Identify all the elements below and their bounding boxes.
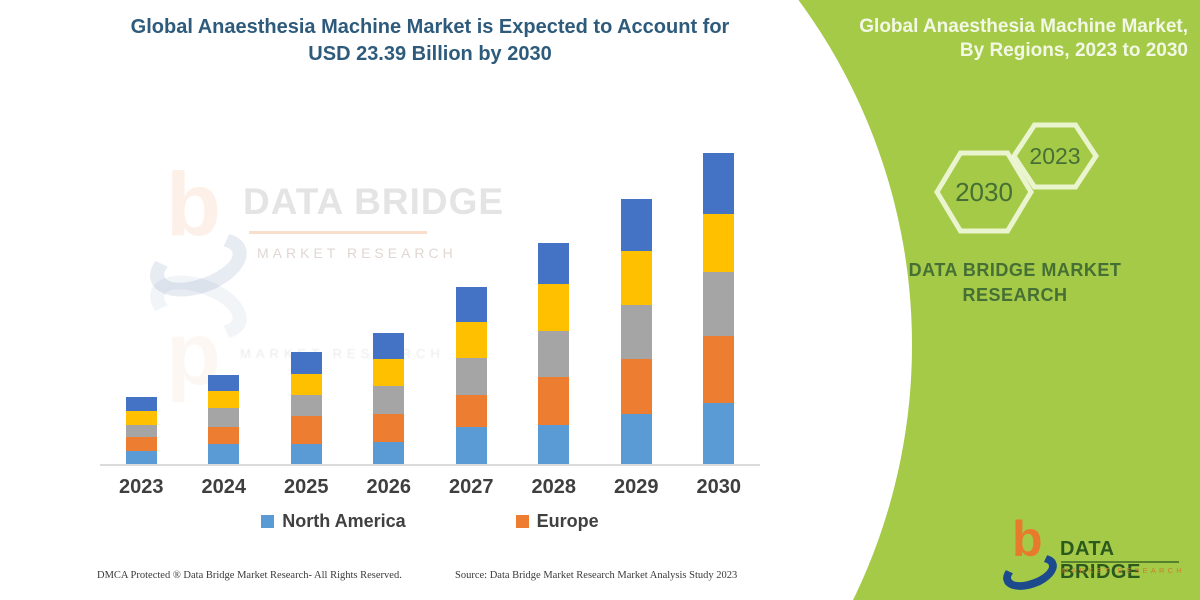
bar-segment xyxy=(125,451,157,464)
bar-slot xyxy=(183,130,266,464)
footer-brand-title: DATA BRIDGE xyxy=(1060,538,1141,583)
legend-label: North America xyxy=(282,511,406,531)
bar-segment xyxy=(208,391,240,408)
x-axis-tick-2025: 2025 xyxy=(284,476,329,498)
stacked-bar-2030 xyxy=(703,153,735,464)
side-panel-title: Global Anaesthesia Machine Market, By Re… xyxy=(825,15,1188,63)
page-title-line2: USD 23.39 Billion by 2030 xyxy=(308,43,552,65)
bar-segment xyxy=(373,358,405,386)
bar-segment xyxy=(538,243,570,285)
dmca-notice: DMCA Protected ® Data Bridge Market Rese… xyxy=(97,570,402,581)
bar-slot xyxy=(265,130,348,464)
x-axis-labels: 2023 2024 2025 2026 2027 2028 2029 2030 xyxy=(100,476,760,499)
watermark-logo-icon: b xyxy=(141,160,256,309)
legend-item-north-america: North America xyxy=(261,511,406,532)
bar-segment xyxy=(125,397,157,411)
bar-slot xyxy=(348,130,431,464)
bar-segment xyxy=(208,427,240,444)
bar-segment xyxy=(290,394,322,416)
hexagon-year-2023: 2023 xyxy=(1029,143,1080,169)
bar-segment xyxy=(703,336,735,403)
watermark-brand-text: DATA BRIDGE xyxy=(243,181,505,222)
x-axis-tick-2027: 2027 xyxy=(449,476,494,498)
bar-segment xyxy=(373,442,405,464)
page-title: Global Anaesthesia Machine Market is Exp… xyxy=(80,14,780,68)
footer-logo-icon: b xyxy=(998,514,1062,597)
bar-segment xyxy=(620,304,652,359)
bar-segment xyxy=(620,358,652,414)
stacked-bar-2026 xyxy=(373,332,405,464)
bar-slot xyxy=(513,130,596,464)
x-axis-tick-2023: 2023 xyxy=(119,476,164,498)
bar-segment xyxy=(455,427,487,464)
page-title-line1: Global Anaesthesia Machine Market is Exp… xyxy=(130,16,730,38)
bar-segment xyxy=(703,214,735,272)
hexagon-year-2030: 2030 xyxy=(955,177,1013,207)
bar-segment xyxy=(208,408,240,427)
footer-brand-divider xyxy=(1061,561,1179,563)
bar-slot xyxy=(678,130,761,464)
bar-slot xyxy=(100,130,183,464)
bar-segment xyxy=(373,414,405,443)
bar-slot xyxy=(430,130,513,464)
stacked-bar-2029 xyxy=(620,198,652,464)
side-panel-brand-text: DATA BRIDGE MARKET RESEARCH xyxy=(908,260,1122,305)
logo-b-glyph: b xyxy=(1012,511,1043,567)
chart-legend: North America Europe xyxy=(100,511,760,532)
bar-chart-plot-area xyxy=(100,130,760,466)
bar-segment xyxy=(373,332,405,359)
bar-segment xyxy=(455,394,487,427)
stacked-bar-2028 xyxy=(538,243,570,464)
bar-segment xyxy=(125,437,157,451)
hexagon-2030 xyxy=(934,150,1034,234)
x-axis-tick-2029: 2029 xyxy=(614,476,659,498)
footer-brand-subtitle: MARKET RESEARCH xyxy=(1062,566,1185,575)
bar-segment xyxy=(290,444,322,464)
bar-segment xyxy=(290,352,322,374)
stacked-bar-2025 xyxy=(290,352,322,464)
bar-segment xyxy=(208,375,240,391)
logo-swoosh-icon xyxy=(998,547,1062,597)
bar-segment xyxy=(208,444,240,464)
bar-segment xyxy=(455,286,487,322)
bar-segment xyxy=(538,377,570,425)
watermark-sub-text: MARKET RESEARCH xyxy=(257,245,457,261)
bar-segment xyxy=(290,415,322,444)
bar-segment xyxy=(125,425,157,437)
hexagon-2023 xyxy=(1011,122,1099,190)
legend-swatch-europe xyxy=(515,515,529,528)
bar-segment xyxy=(538,284,570,331)
bar-slot xyxy=(595,130,678,464)
bar-segment xyxy=(455,321,487,358)
bar-segment xyxy=(538,425,570,464)
legend-item-europe: Europe xyxy=(515,511,599,532)
legend-label: Europe xyxy=(536,511,599,531)
x-axis-tick-2024: 2024 xyxy=(201,476,247,498)
bar-segment xyxy=(703,403,735,464)
bar-segment xyxy=(620,414,652,464)
stacked-bar-2024 xyxy=(208,375,240,464)
bar-segment xyxy=(703,272,735,336)
x-axis-tick-2026: 2026 xyxy=(366,476,412,498)
source-note: Source: Data Bridge Market Research Mark… xyxy=(455,570,738,581)
stacked-bar-2027 xyxy=(455,286,487,464)
stacked-bar-2023 xyxy=(125,397,157,464)
bar-segment xyxy=(620,198,652,251)
side-panel-title-line2: By Regions, 2023 to 2030 xyxy=(959,40,1188,61)
bar-segment xyxy=(455,357,487,395)
x-axis-tick-2030: 2030 xyxy=(696,476,742,498)
bar-segment xyxy=(125,411,157,425)
side-panel-title-line1: Global Anaesthesia Machine Market, xyxy=(859,16,1188,37)
year-hexagons: 2030 2023 xyxy=(934,122,1099,234)
logo-b-glyph: b xyxy=(166,154,221,256)
bar-segment xyxy=(620,250,652,305)
bar-segment xyxy=(538,331,570,377)
watermark-underline xyxy=(249,231,427,234)
legend-swatch-north-america xyxy=(261,515,275,528)
bar-segment xyxy=(703,153,735,214)
x-axis-tick-2028: 2028 xyxy=(531,476,577,498)
bar-segment xyxy=(290,373,322,395)
bar-segment xyxy=(373,385,405,415)
